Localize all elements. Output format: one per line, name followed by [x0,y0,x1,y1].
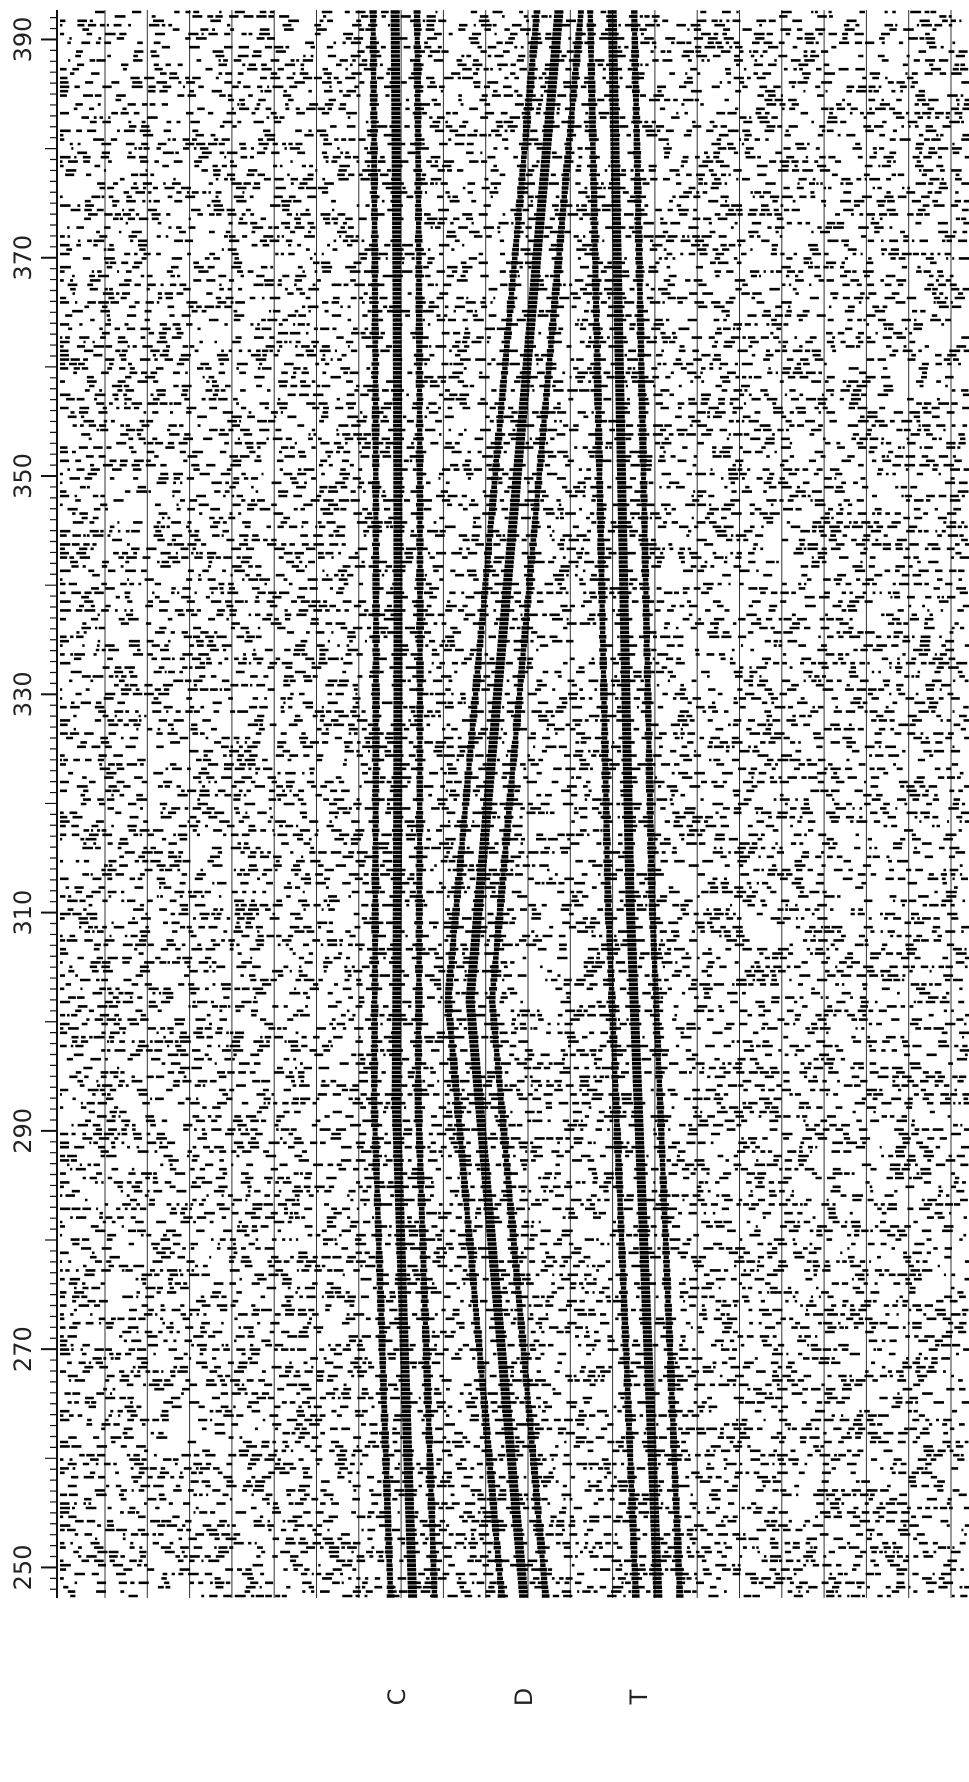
horizon-label: T [625,1689,653,1705]
tick-label: 330 [9,671,37,717]
tick-label: 250 [9,1545,37,1591]
traces [60,10,969,1598]
tick-label: 310 [9,890,37,936]
tick-label: 370 [9,235,37,281]
minor-ticks [45,17,57,1590]
reflector-events [369,10,684,1598]
tick-label: 290 [9,1108,37,1154]
tick-label: 350 [9,453,37,499]
trace-fill [60,10,969,1598]
horizon-label: C [383,1689,411,1706]
tick-label: 270 [9,1326,37,1372]
horizon-label: D [510,1688,538,1706]
tick-label: 390 [9,17,37,63]
